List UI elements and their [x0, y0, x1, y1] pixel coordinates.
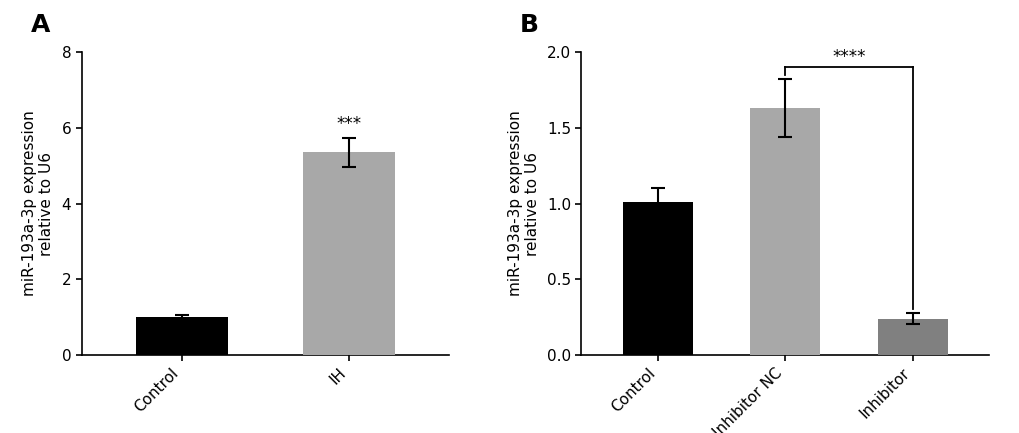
Text: A: A [31, 13, 50, 37]
Text: ****: **** [832, 48, 865, 66]
Y-axis label: miR-193a-3p expression
relative to U6: miR-193a-3p expression relative to U6 [507, 111, 539, 296]
Bar [303, 152, 394, 355]
Bar [623, 202, 692, 355]
Y-axis label: miR-193a-3p expression
relative to U6: miR-193a-3p expression relative to U6 [22, 111, 54, 296]
Bar [750, 108, 819, 355]
Text: ***: *** [336, 116, 361, 133]
Bar [877, 319, 947, 355]
Text: B: B [520, 13, 539, 37]
Bar [136, 317, 227, 355]
